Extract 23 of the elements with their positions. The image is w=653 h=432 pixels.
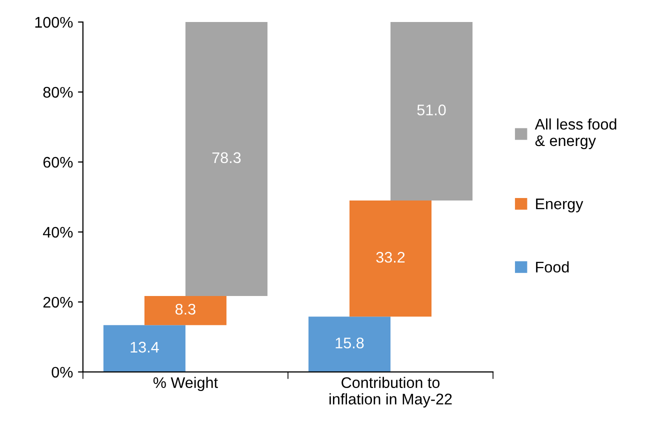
bar [103,325,186,372]
data-label: 15.8 [336,338,364,348]
bar [390,22,473,200]
bar [308,316,390,372]
data-label: 78.3 [212,152,241,164]
data-label: 51.0 [417,104,446,116]
y-tick-label: 0% [52,366,73,378]
y-tick-label: 40% [42,226,73,238]
bar [185,22,268,296]
legend-label: All less food & energy [534,118,616,150]
data-label: 8.3 [176,304,196,315]
data-label: 33.2 [376,252,405,263]
legend-label: Energy [536,198,584,212]
legend-label: Food [536,261,569,273]
x-tick-label: Contribution to inflation in May-22 [330,376,452,408]
bar [349,200,432,317]
bar [144,296,226,326]
y-tick-label: 60% [43,156,73,168]
y-tick-label: 20% [43,296,73,308]
x-tick-label: % Weight [153,376,218,392]
data-label: 13.4 [130,342,159,353]
y-tick-label: 80% [43,86,73,98]
y-tick-label: 100% [35,16,73,28]
